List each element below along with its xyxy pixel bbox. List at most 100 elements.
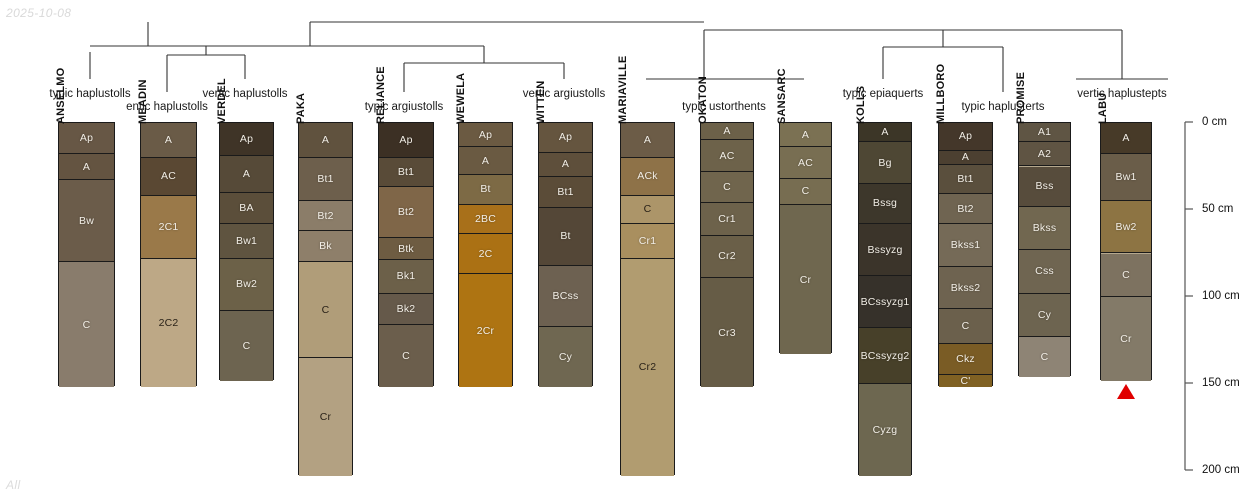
horizon[interactable]: Cr: [299, 357, 352, 477]
dendrogram-leaf-entic-haplustolls[interactable]: entic haplustolls: [126, 101, 208, 113]
soil-profile-verdel[interactable]: Ap A BA Bw1 Bw2 C: [219, 122, 274, 381]
dendrogram-leaf-vertic-haplustepts[interactable]: vertic haplustepts: [1077, 88, 1167, 100]
horizon[interactable]: C: [59, 262, 114, 388]
horizon[interactable]: Bt2: [299, 201, 352, 231]
soil-profile-kolls[interactable]: A Bg Bssg Bssyzg BCssyzg1 BCssyzg2 Cyzg: [858, 122, 912, 477]
dendrogram-leaf-typic-ustorthents[interactable]: typic ustorthents: [682, 101, 766, 113]
soil-profile-mariaville[interactable]: A ACk C Cr1 Cr2: [620, 122, 675, 477]
horizon[interactable]: A: [1101, 123, 1151, 155]
horizon[interactable]: Bkss1: [939, 223, 992, 268]
horizon[interactable]: 2Cr: [459, 274, 512, 388]
horizon[interactable]: A: [539, 152, 592, 177]
horizon[interactable]: Bt1: [379, 157, 433, 188]
dendrogram-leaf-typic-haplustolls[interactable]: typic haplustolls: [49, 88, 131, 100]
horizon[interactable]: A: [220, 156, 273, 193]
horizon[interactable]: Ap: [539, 123, 592, 153]
horizon[interactable]: AC: [141, 157, 196, 197]
horizon[interactable]: Ap: [220, 123, 273, 157]
soil-profile-wewela[interactable]: Ap A Bt 2BC 2C 2Cr: [458, 122, 513, 388]
horizon[interactable]: A: [701, 123, 753, 141]
horizon[interactable]: Bkss2: [939, 267, 992, 310]
horizon[interactable]: Bssg: [859, 183, 911, 224]
horizon[interactable]: Cr2: [621, 258, 674, 477]
horizon[interactable]: Ap: [939, 123, 992, 151]
horizon[interactable]: BCss: [539, 265, 592, 327]
soil-profile-witten[interactable]: Ap A Bt1 Bt BCss Cy: [538, 122, 593, 388]
horizon[interactable]: Cr3: [701, 277, 753, 388]
horizon[interactable]: C: [1101, 253, 1151, 297]
dendrogram-leaf-vertic-haplustolls[interactable]: vertic haplustolls: [202, 88, 288, 100]
soil-profile-labu[interactable]: A Bw1 Bw2 C Cr: [1100, 122, 1152, 381]
horizon[interactable]: Bw2: [220, 258, 273, 311]
horizon[interactable]: Cr2: [701, 236, 753, 278]
horizon[interactable]: Bk1: [379, 260, 433, 294]
horizon[interactable]: C': [939, 375, 992, 388]
horizon[interactable]: A: [459, 147, 512, 176]
horizon[interactable]: BCssyzg2: [859, 328, 911, 384]
horizon[interactable]: AC: [780, 147, 831, 179]
horizon[interactable]: Bkss: [1019, 206, 1070, 251]
horizon[interactable]: Bt1: [539, 176, 592, 209]
horizon[interactable]: Cr1: [701, 203, 753, 237]
horizon[interactable]: C: [220, 310, 273, 381]
horizon[interactable]: Ap: [59, 123, 114, 155]
horizon[interactable]: Bk2: [379, 293, 433, 325]
soil-profile-okaton[interactable]: A AC C Cr1 Cr2 Cr3: [700, 122, 754, 388]
horizon[interactable]: Bw2: [1101, 201, 1151, 254]
horizon[interactable]: Cyzg: [859, 384, 911, 477]
soil-profile-reliance[interactable]: Ap Bt1 Bt2 Btk Bk1 Bk2 C: [378, 122, 434, 388]
horizon[interactable]: Ap: [459, 123, 512, 148]
horizon[interactable]: C: [939, 309, 992, 344]
soil-profile-anselmo[interactable]: Ap A Bw C: [58, 122, 115, 388]
dendrogram-leaf-typic-epiaquerts[interactable]: typic epiaquerts: [842, 88, 924, 100]
horizon[interactable]: A: [299, 123, 352, 158]
horizon[interactable]: Cr: [780, 204, 831, 355]
horizon[interactable]: Bw1: [1101, 154, 1151, 202]
dendrogram-leaf-typic-argiustolls[interactable]: typic argiustolls: [364, 101, 444, 113]
horizon[interactable]: Cr: [1101, 297, 1151, 381]
horizon[interactable]: C: [299, 262, 352, 358]
horizon[interactable]: A: [141, 123, 196, 158]
dendrogram-leaf-vertic-argiustolls[interactable]: vertic argiustolls: [522, 88, 606, 100]
horizon[interactable]: Cr1: [621, 223, 674, 259]
horizon[interactable]: Bw: [59, 180, 114, 263]
dendrogram-leaf-typic-haplusterts[interactable]: typic haplusterts: [961, 101, 1045, 113]
horizon[interactable]: C: [379, 324, 433, 388]
horizon[interactable]: Bw1: [220, 223, 273, 259]
horizon[interactable]: Bg: [859, 142, 911, 184]
horizon[interactable]: C: [621, 196, 674, 224]
horizon[interactable]: AC: [701, 140, 753, 172]
horizon[interactable]: 2C2: [141, 258, 196, 388]
soil-profile-paka[interactable]: A Bt1 Bt2 Bk C Cr: [298, 122, 353, 477]
horizon[interactable]: ACk: [621, 157, 674, 197]
horizon[interactable]: A: [59, 154, 114, 181]
horizon[interactable]: Bss: [1019, 166, 1070, 207]
horizon[interactable]: 2C: [459, 234, 512, 275]
horizon[interactable]: Bk: [299, 230, 352, 263]
horizon[interactable]: C: [701, 171, 753, 204]
horizon[interactable]: Bt: [459, 175, 512, 205]
horizon[interactable]: BA: [220, 192, 273, 224]
horizon[interactable]: A: [780, 123, 831, 148]
horizon[interactable]: Ckz: [939, 343, 992, 376]
horizon[interactable]: Cy: [539, 326, 592, 388]
horizon[interactable]: Bssyzg: [859, 223, 911, 277]
horizon[interactable]: Bt1: [939, 164, 992, 195]
soil-profile-promise[interactable]: A1 A2 Bss Bkss Css Cy C: [1018, 122, 1071, 378]
horizon[interactable]: A: [939, 150, 992, 165]
horizon[interactable]: Bt: [539, 208, 592, 266]
horizon[interactable]: C: [1019, 337, 1070, 378]
horizon[interactable]: A: [621, 123, 674, 158]
horizon[interactable]: Bt2: [939, 194, 992, 224]
horizon[interactable]: Bt2: [379, 187, 433, 238]
horizon[interactable]: C: [780, 178, 831, 205]
horizon[interactable]: Cy: [1019, 293, 1070, 338]
horizon[interactable]: A2: [1019, 142, 1070, 167]
horizon[interactable]: 2BC: [459, 204, 512, 235]
soil-profile-meadin[interactable]: A AC 2C1 2C2: [140, 122, 197, 388]
horizon[interactable]: Ap: [379, 123, 433, 158]
soil-profile-sansarc[interactable]: A AC C Cr: [779, 122, 832, 355]
soil-profile-millboro[interactable]: Ap A Bt1 Bt2 Bkss1 Bkss2 C Ckz C': [938, 122, 993, 388]
horizon[interactable]: Btk: [379, 237, 433, 261]
horizon[interactable]: A1: [1019, 123, 1070, 143]
